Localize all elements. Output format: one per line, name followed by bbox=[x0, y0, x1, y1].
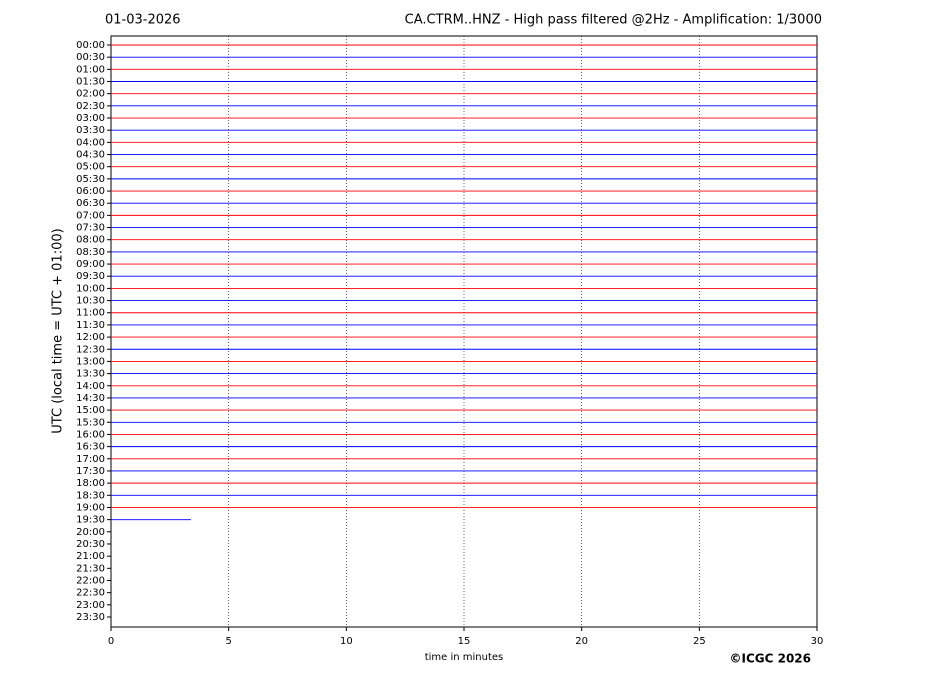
chart-title: CA.CTRM..HNZ - High pass filtered @2Hz -… bbox=[405, 13, 822, 28]
y-tick-label: 09:00 bbox=[76, 259, 105, 270]
y-tick-label: 03:00 bbox=[76, 113, 105, 124]
y-tick-label: 03:30 bbox=[76, 125, 105, 136]
y-tick-label: 12:00 bbox=[76, 332, 105, 343]
y-tick-label: 19:00 bbox=[76, 502, 105, 513]
y-tick-label: 15:30 bbox=[76, 417, 105, 428]
y-tick-label: 00:30 bbox=[76, 52, 105, 63]
y-tick-label: 02:30 bbox=[76, 101, 105, 112]
x-tick-label: 10 bbox=[340, 636, 353, 647]
y-tick-label: 16:00 bbox=[76, 429, 105, 440]
y-tick-label: 13:00 bbox=[76, 356, 105, 367]
y-tick-label: 17:30 bbox=[76, 466, 105, 477]
y-tick-label: 21:30 bbox=[76, 563, 105, 574]
y-tick-label: 18:30 bbox=[76, 490, 105, 501]
x-axis-label: time in minutes bbox=[425, 652, 504, 663]
y-tick-label: 01:30 bbox=[76, 77, 105, 88]
y-tick-label: 15:00 bbox=[76, 405, 105, 416]
y-axis-label: UTC (local time = UTC + 01:00) bbox=[51, 228, 66, 433]
y-tick-label: 01:00 bbox=[76, 64, 105, 75]
y-tick-label: 11:00 bbox=[76, 308, 105, 319]
y-tick-label: 12:30 bbox=[76, 344, 105, 355]
y-tick-label: 22:00 bbox=[76, 575, 105, 586]
y-tick-label: 22:30 bbox=[76, 588, 105, 599]
chart-date: 01-03-2026 bbox=[105, 13, 181, 28]
y-tick-label: 23:30 bbox=[76, 612, 105, 623]
y-tick-label: 23:00 bbox=[76, 600, 105, 611]
y-tick-label: 06:30 bbox=[76, 198, 105, 209]
y-tick-label: 06:00 bbox=[76, 186, 105, 197]
y-tick-label: 16:30 bbox=[76, 442, 105, 453]
y-tick-label: 19:30 bbox=[76, 515, 105, 526]
y-tick-label: 05:00 bbox=[76, 162, 105, 173]
y-tick-label: 10:30 bbox=[76, 296, 105, 307]
y-tick-label: 00:00 bbox=[76, 40, 105, 51]
y-tick-label: 14:30 bbox=[76, 393, 105, 404]
y-tick-label: 08:00 bbox=[76, 235, 105, 246]
x-tick-label: 5 bbox=[225, 636, 231, 647]
y-tick-label: 04:30 bbox=[76, 150, 105, 161]
y-tick-label: 09:30 bbox=[76, 271, 105, 282]
plot-frame bbox=[110, 35, 818, 628]
y-tick-label: 14:00 bbox=[76, 381, 105, 392]
y-tick-label: 10:00 bbox=[76, 283, 105, 294]
y-tick-label: 05:30 bbox=[76, 174, 105, 185]
y-tick-label: 04:00 bbox=[76, 137, 105, 148]
y-tick-label: 07:30 bbox=[76, 223, 105, 234]
copyright: ©ICGC 2026 bbox=[729, 652, 811, 666]
x-tick-label: 25 bbox=[693, 636, 706, 647]
x-tick-label: 20 bbox=[575, 636, 588, 647]
y-tick-label: 07:00 bbox=[76, 210, 105, 221]
y-tick-label: 20:30 bbox=[76, 539, 105, 550]
y-tick-label: 08:30 bbox=[76, 247, 105, 258]
y-tick-label: 18:00 bbox=[76, 478, 105, 489]
x-tick-label: 30 bbox=[811, 636, 824, 647]
y-tick-label: 02:00 bbox=[76, 89, 105, 100]
x-tick-label: 0 bbox=[108, 636, 114, 647]
y-tick-label: 20:00 bbox=[76, 527, 105, 538]
x-tick-label: 15 bbox=[458, 636, 471, 647]
y-tick-label: 21:00 bbox=[76, 551, 105, 562]
y-tick-label: 11:30 bbox=[76, 320, 105, 331]
y-tick-label: 13:30 bbox=[76, 369, 105, 380]
y-tick-label: 17:00 bbox=[76, 454, 105, 465]
